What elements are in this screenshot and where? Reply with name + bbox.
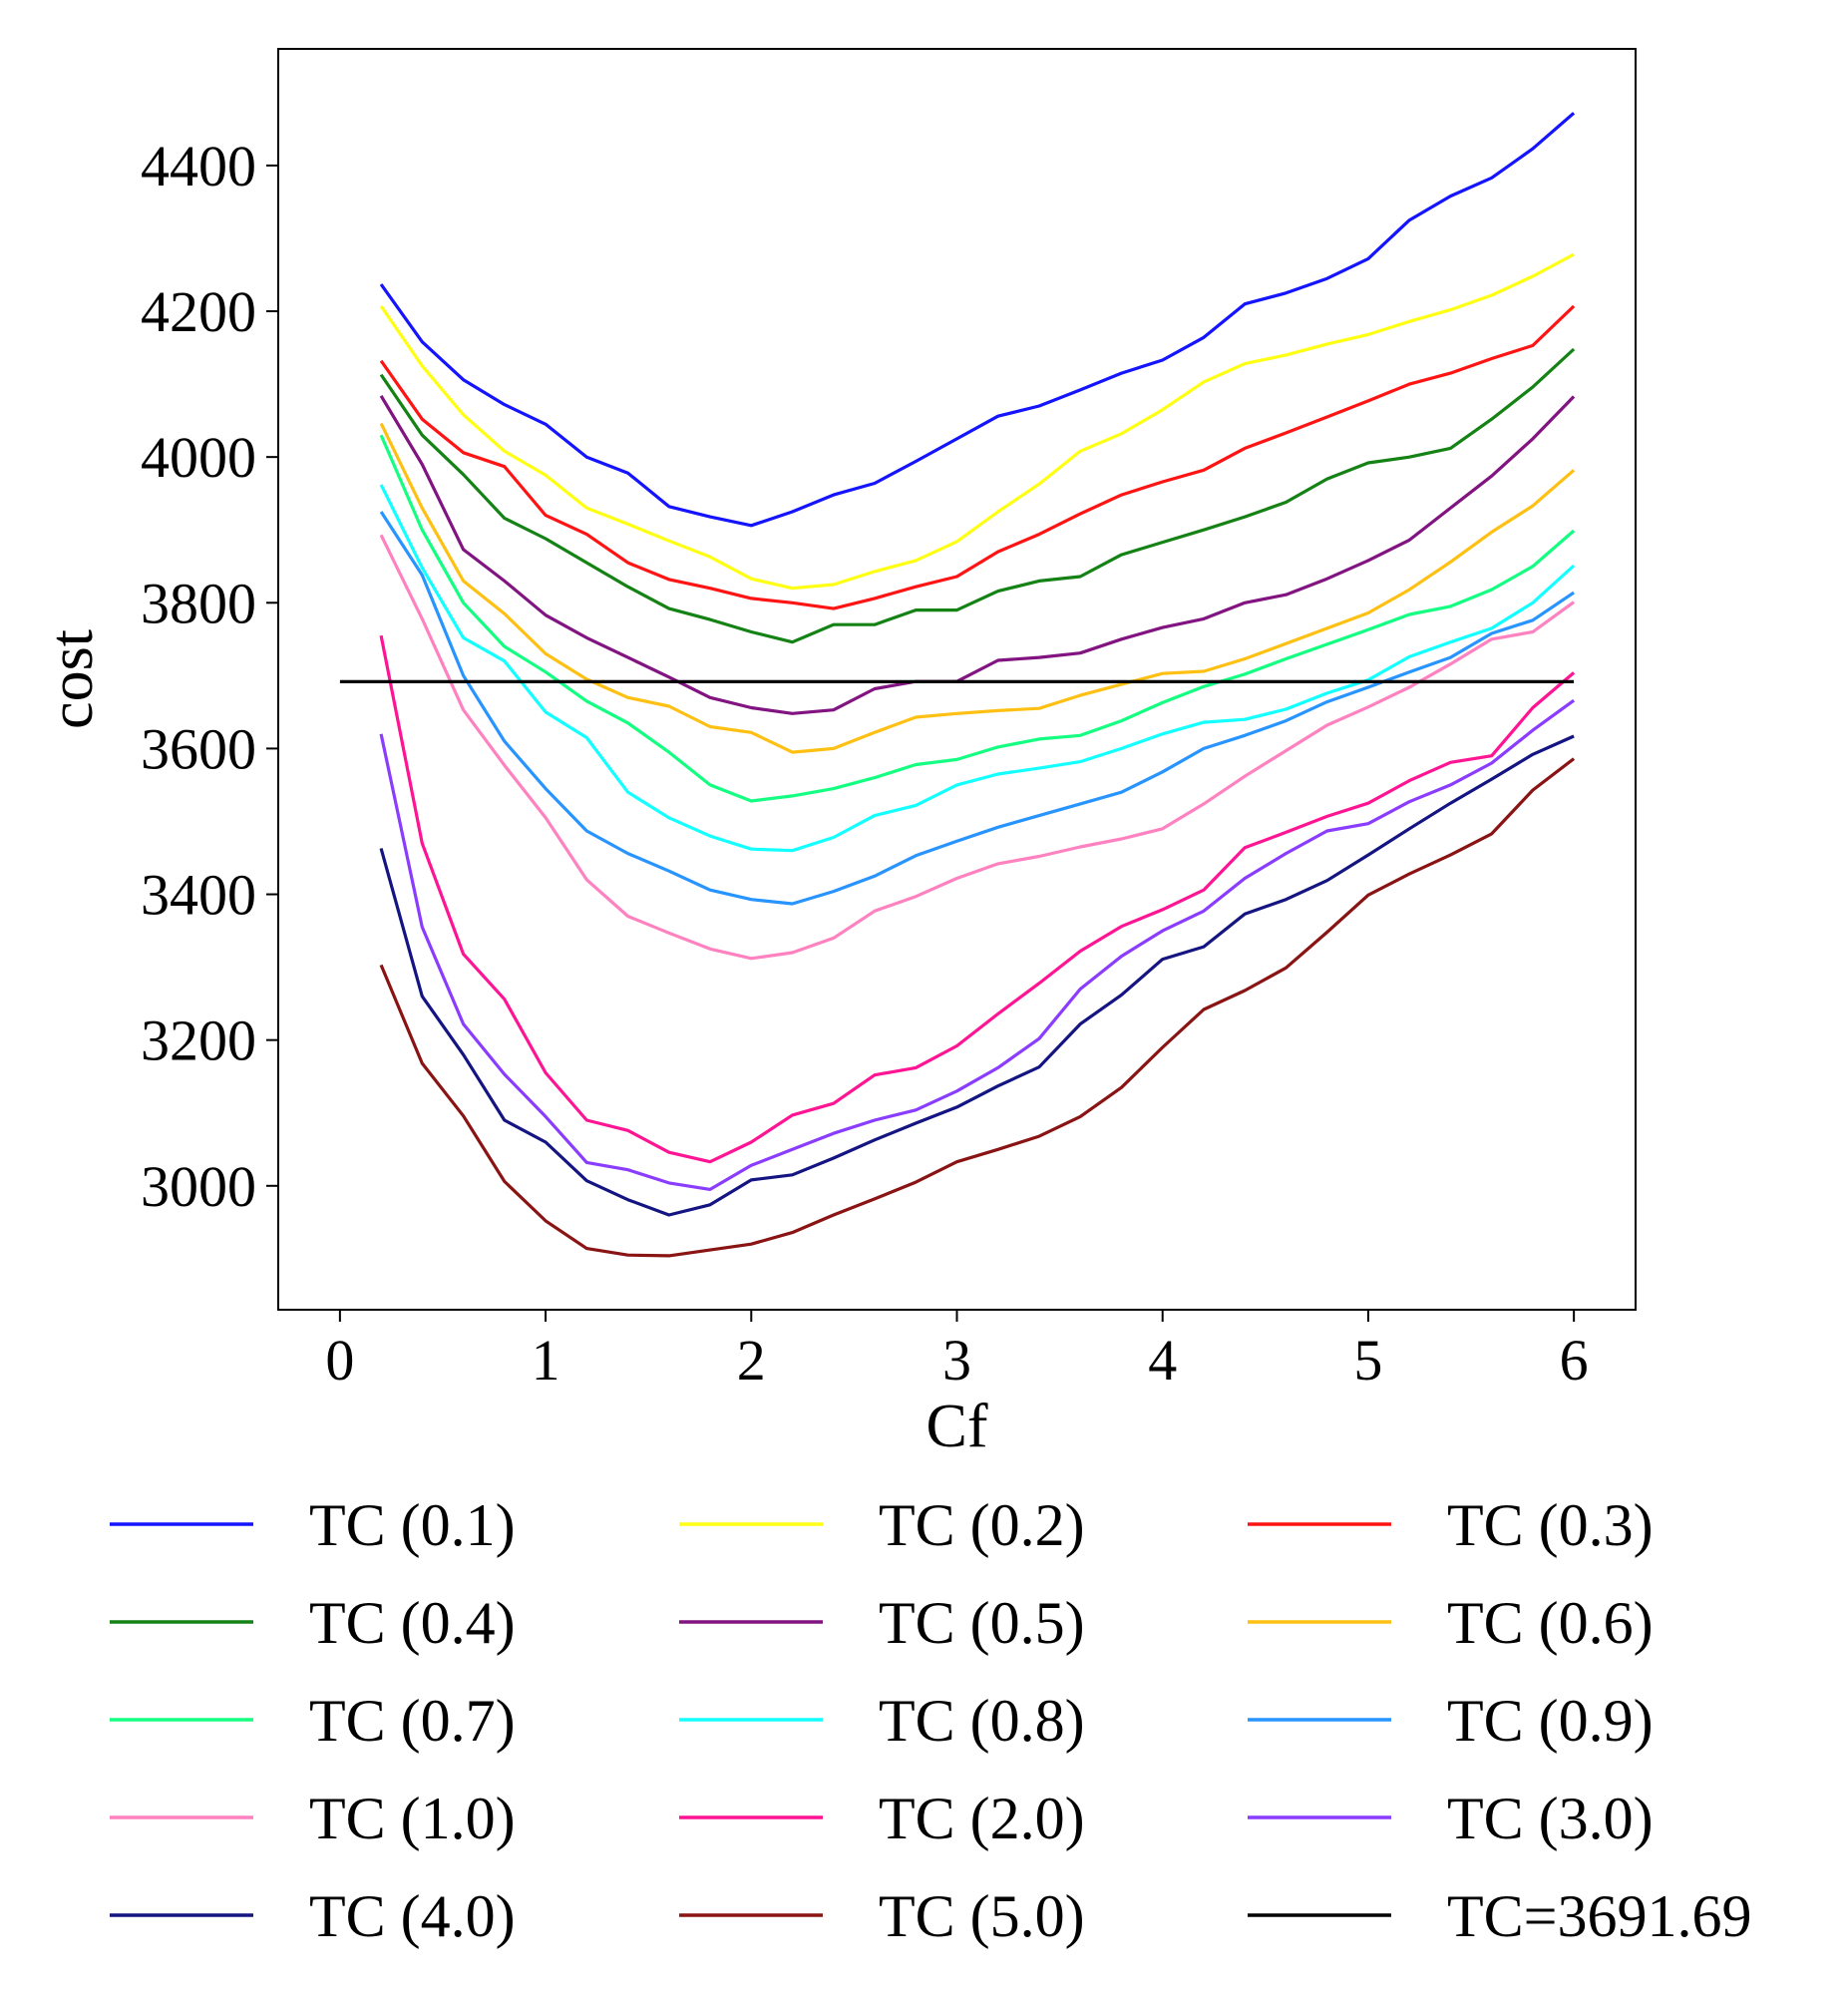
x-tick-label: 1	[532, 1328, 560, 1393]
legend-label: TC (0.3)	[1447, 1492, 1654, 1558]
legend-label: TC (3.0)	[1447, 1786, 1654, 1851]
legend-label: TC (2.0)	[879, 1786, 1085, 1851]
series-line-6	[379, 422, 1576, 754]
series-line-10	[379, 534, 1576, 961]
x-tick-label: 4	[1148, 1328, 1177, 1393]
series-line-13	[379, 734, 1575, 1217]
legend-label: TC (0.7)	[309, 1688, 516, 1754]
y-tick-label: 4400	[141, 134, 256, 199]
series-line-1	[379, 112, 1576, 528]
x-tick-label: 6	[1560, 1328, 1589, 1393]
y-tick-label: 3600	[141, 716, 256, 781]
x-tick-label: 3	[942, 1328, 971, 1393]
y-tick-label: 3000	[141, 1154, 256, 1219]
legend-label: TC (0.9)	[1447, 1688, 1654, 1754]
legend-label: TC (0.8)	[879, 1688, 1085, 1754]
plot-area	[339, 112, 1576, 1258]
x-axis-label: Cf	[926, 1393, 988, 1460]
legend-label: TC (0.5)	[879, 1590, 1085, 1656]
y-tick-label: 3400	[141, 863, 256, 928]
legend-label: TC=3691.69	[1447, 1883, 1752, 1949]
axes: 0 1 2 3 4 5 6 3000 3200 3400 3600 3800 4000 4200 4400 C…	[38, 48, 1637, 1460]
series-line-2	[379, 252, 1575, 591]
legend-label: TC (5.0)	[879, 1883, 1085, 1949]
y-tick-label: 4000	[141, 425, 256, 490]
y-axis-label: cost	[38, 629, 106, 729]
series-line-3	[379, 304, 1576, 610]
plot-frame	[277, 48, 1637, 1311]
x-tick-label: 2	[737, 1328, 766, 1393]
legend-label: TC (0.1)	[309, 1492, 516, 1558]
y-tick-label: 3800	[141, 571, 256, 635]
x-tick-label: 5	[1353, 1328, 1382, 1393]
series-line-7	[379, 434, 1576, 803]
legend-label: TC (0.2)	[879, 1492, 1085, 1558]
series-line-5	[379, 394, 1576, 715]
series-line-4	[379, 347, 1576, 644]
series-line-12	[379, 698, 1576, 1192]
y-tick-label: 3200	[141, 1008, 256, 1073]
y-tick-label: 4200	[141, 279, 256, 344]
legend: TC (0.1) TC (0.2) TC (0.3) TC (0.4) TC (0.5)…	[110, 1492, 1752, 1949]
series-line-8	[379, 484, 1576, 853]
x-tick-label: 0	[325, 1328, 354, 1393]
legend-label: TC (4.0)	[309, 1883, 516, 1949]
series-line-9	[379, 511, 1575, 906]
series-line-14	[379, 757, 1576, 1258]
series-line-11	[379, 634, 1576, 1164]
legend-label: TC (0.6)	[1447, 1590, 1654, 1656]
legend-label: TC (0.4)	[309, 1590, 516, 1656]
legend-label: TC (1.0)	[309, 1786, 516, 1851]
